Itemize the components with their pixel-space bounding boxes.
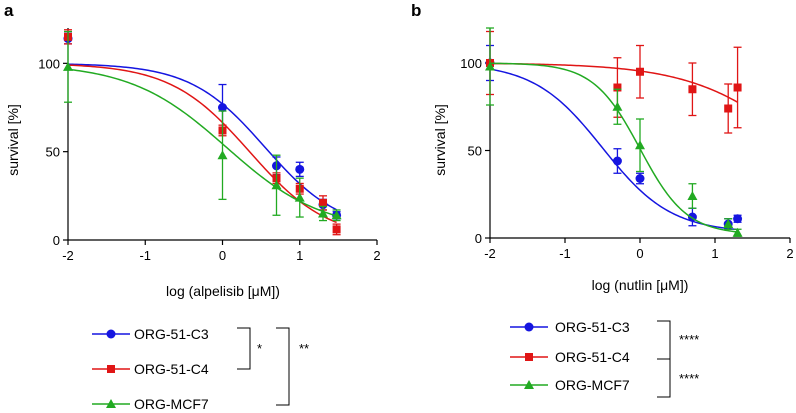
x-tick-label: 2: [786, 246, 793, 261]
panel-a-legend-entry-mcf7: ORG-MCF7: [92, 396, 209, 412]
significance-bracket-c3-mcf7: [276, 327, 290, 406]
data-point-org-51-c4: [724, 104, 733, 113]
x-tick-label: 0: [636, 246, 643, 261]
data-point-org-mcf7: [217, 150, 228, 160]
data-point-org-51-c4: [688, 85, 697, 94]
legend-marker-circle: [524, 322, 534, 332]
panel-b-legend: ORG-51-C3 ORG-51-C4 ORG-MCF7 **** ****: [510, 319, 699, 398]
panel-b-legend-entry-c4: ORG-51-C4: [510, 349, 630, 365]
x-tick-label: 0: [219, 248, 226, 263]
data-point-org-51-c4: [332, 225, 341, 234]
legend-marker-triangle: [524, 380, 534, 389]
panel-b-legend-entry-mcf7: ORG-MCF7: [510, 377, 630, 393]
y-tick-label: 0: [475, 231, 482, 246]
panel-a-y-axis-label: survival [%]: [5, 104, 21, 176]
panel-b: b survival [%] log (nutlin [μM]) -2 -1 0 1 2…: [411, 1, 794, 398]
significance-bracket-c3-c4: [237, 327, 251, 370]
y-tick-label: 100: [38, 56, 60, 71]
panel-a-letter: a: [4, 1, 14, 20]
significance-label-c3-mcf7: **: [299, 341, 309, 356]
panel-a-legend: ORG-51-C3 ORG-51-C4 ORG-MCF7 * **: [92, 326, 309, 412]
data-point-org-mcf7: [294, 192, 305, 202]
legend-label-c4: ORG-51-C4: [555, 349, 630, 365]
significance-label-c3-c4: *: [257, 341, 262, 356]
y-tick-label: 50: [46, 145, 60, 160]
data-point-org-51-c4: [636, 67, 644, 76]
panel-a-legend-entry-c3: ORG-51-C3: [92, 326, 209, 342]
panel-a: a survival [%] log (alpelisib [μM]) -2 -1…: [4, 1, 381, 412]
data-point-org-mcf7: [331, 210, 342, 220]
fit-curve-org-51-c4: [489, 62, 738, 103]
data-point-org-mcf7: [687, 191, 698, 200]
significance-bracket-c4-mcf7: [657, 358, 671, 398]
data-point-org-mcf7: [271, 180, 282, 190]
legend-marker-circle: [106, 329, 116, 339]
x-tick-label: -1: [559, 246, 571, 261]
significance-bracket-c3-c4: [657, 320, 671, 360]
x-tick-label: 1: [711, 246, 718, 261]
legend-label-mcf7: ORG-MCF7: [134, 396, 209, 412]
data-point-org-51-c4: [613, 83, 622, 92]
panel-a-x-axis-label: log (alpelisib [μM]): [166, 283, 280, 299]
legend-marker-triangle: [106, 399, 116, 408]
fit-curve-org-mcf7: [67, 68, 337, 217]
data-point-org-mcf7: [635, 140, 645, 150]
panel-b-x-axis-label: log (nutlin [μM]): [592, 277, 689, 293]
x-tick-label: -1: [139, 248, 151, 263]
data-point-org-mcf7: [723, 219, 734, 228]
panel-a-legend-entry-c4: ORG-51-C4: [92, 361, 209, 377]
panel-b-plot-area: -2 -1 0 1 2 0 50 100: [460, 27, 794, 261]
data-point-org-51-c3: [612, 156, 622, 166]
data-point-org-51-c3: [295, 164, 305, 174]
y-tick-label: 100: [460, 56, 482, 71]
data-point-org-51-c3: [635, 174, 645, 183]
y-tick-label: 50: [468, 144, 482, 159]
legend-label-c3: ORG-51-C3: [555, 319, 630, 335]
x-tick-label: 2: [373, 248, 380, 263]
legend-label-mcf7: ORG-MCF7: [555, 377, 630, 393]
x-tick-label: -2: [62, 248, 74, 263]
legend-marker-square: [525, 353, 533, 361]
panel-a-plot-area: -2 -1 0 1 2 0 50 100: [38, 28, 381, 263]
data-point-org-mcf7: [485, 61, 495, 71]
data-point-org-51-c3: [733, 214, 743, 224]
data-point-org-51-c3: [218, 103, 227, 112]
panel-b-legend-entry-c3: ORG-51-C3: [510, 319, 630, 335]
x-tick-label: 1: [296, 248, 303, 263]
data-point-org-mcf7: [318, 208, 329, 218]
legend-label-c3: ORG-51-C3: [134, 326, 209, 342]
x-tick-label: -2: [484, 246, 496, 261]
legend-label-c4: ORG-51-C4: [134, 361, 209, 377]
panel-b-y-axis-label: survival [%]: [432, 104, 448, 176]
data-point-org-mcf7: [612, 101, 623, 111]
legend-marker-square: [107, 365, 115, 373]
fit-curve-org-51-c4: [67, 64, 337, 224]
y-tick-label: 0: [53, 233, 60, 248]
significance-label-c4-mcf7: ****: [679, 371, 699, 386]
data-point-org-mcf7: [732, 227, 743, 237]
data-point-org-mcf7: [63, 61, 73, 71]
fit-curve-org-mcf7: [489, 62, 738, 233]
panel-b-letter: b: [411, 1, 421, 20]
data-point-org-51-c4: [733, 83, 742, 92]
fit-curve-org-51-c3: [67, 63, 337, 211]
significance-label-c3-c4: ****: [679, 332, 699, 347]
data-point-org-51-c4: [319, 198, 328, 207]
